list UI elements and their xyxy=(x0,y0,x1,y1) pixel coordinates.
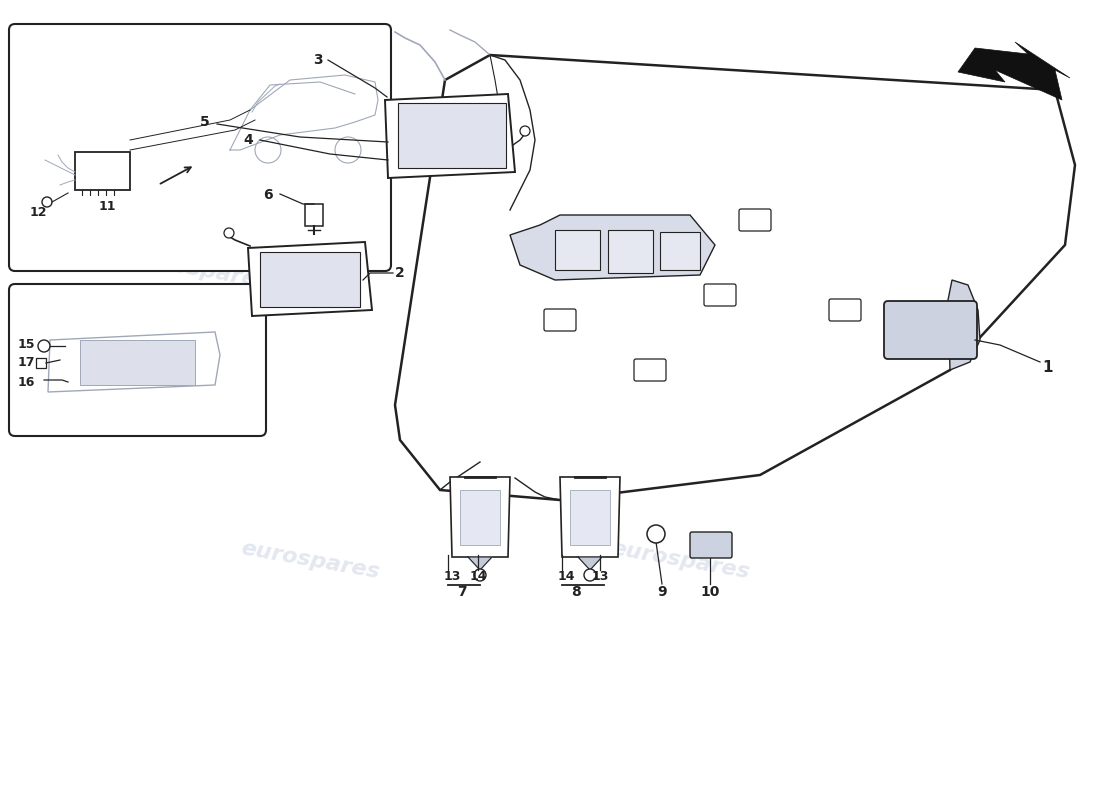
Polygon shape xyxy=(450,477,510,557)
FancyBboxPatch shape xyxy=(9,284,266,436)
FancyBboxPatch shape xyxy=(544,309,576,331)
FancyBboxPatch shape xyxy=(584,244,616,266)
Text: 15: 15 xyxy=(18,338,35,351)
Bar xyxy=(570,490,611,545)
Circle shape xyxy=(520,126,530,136)
Circle shape xyxy=(474,569,486,581)
Bar xyxy=(80,340,195,385)
Polygon shape xyxy=(958,42,1070,100)
Polygon shape xyxy=(385,94,515,178)
FancyBboxPatch shape xyxy=(690,532,732,558)
FancyBboxPatch shape xyxy=(634,359,665,381)
Circle shape xyxy=(647,525,666,543)
Text: eurospares: eurospares xyxy=(710,108,851,152)
Polygon shape xyxy=(578,557,602,570)
Text: 13: 13 xyxy=(443,570,461,582)
Bar xyxy=(660,232,700,270)
FancyBboxPatch shape xyxy=(884,301,977,359)
Text: 8: 8 xyxy=(571,585,581,599)
Text: 10: 10 xyxy=(701,585,719,599)
FancyBboxPatch shape xyxy=(9,24,390,271)
Text: 9: 9 xyxy=(657,585,667,599)
Text: eurospares: eurospares xyxy=(129,248,271,292)
Text: 1: 1 xyxy=(1043,361,1054,375)
Polygon shape xyxy=(468,557,492,570)
Text: eurospares: eurospares xyxy=(509,248,651,292)
Polygon shape xyxy=(510,215,715,280)
Circle shape xyxy=(584,569,596,581)
Bar xyxy=(460,490,500,545)
Text: 5: 5 xyxy=(200,115,210,129)
Text: 3: 3 xyxy=(314,53,322,67)
Text: 6: 6 xyxy=(263,188,273,202)
Circle shape xyxy=(224,228,234,238)
Circle shape xyxy=(39,340,50,352)
Text: 11: 11 xyxy=(98,199,116,213)
Text: eurospares: eurospares xyxy=(239,538,381,582)
Text: 13: 13 xyxy=(592,570,608,582)
Text: eurospares: eurospares xyxy=(789,248,931,292)
Text: 2: 2 xyxy=(395,266,405,280)
Bar xyxy=(36,358,46,368)
FancyBboxPatch shape xyxy=(739,209,771,231)
Bar xyxy=(556,230,600,270)
Text: 17: 17 xyxy=(18,357,35,370)
Text: 7: 7 xyxy=(458,585,466,599)
Bar xyxy=(305,204,323,226)
FancyBboxPatch shape xyxy=(704,284,736,306)
Text: eurospares: eurospares xyxy=(319,108,461,152)
FancyBboxPatch shape xyxy=(829,299,861,321)
Text: 12: 12 xyxy=(30,206,46,218)
Text: 16: 16 xyxy=(18,375,35,389)
Polygon shape xyxy=(560,477,620,557)
Text: 14: 14 xyxy=(558,570,574,582)
Polygon shape xyxy=(230,75,378,150)
Polygon shape xyxy=(48,332,220,392)
Polygon shape xyxy=(948,280,980,370)
Text: 14: 14 xyxy=(470,570,486,582)
Text: eurospares: eurospares xyxy=(609,538,751,582)
Polygon shape xyxy=(395,55,1075,500)
Text: 4: 4 xyxy=(243,133,253,147)
Bar xyxy=(398,103,506,168)
Bar xyxy=(75,152,130,190)
Bar xyxy=(608,230,653,273)
Bar xyxy=(260,252,360,307)
Polygon shape xyxy=(248,242,372,316)
